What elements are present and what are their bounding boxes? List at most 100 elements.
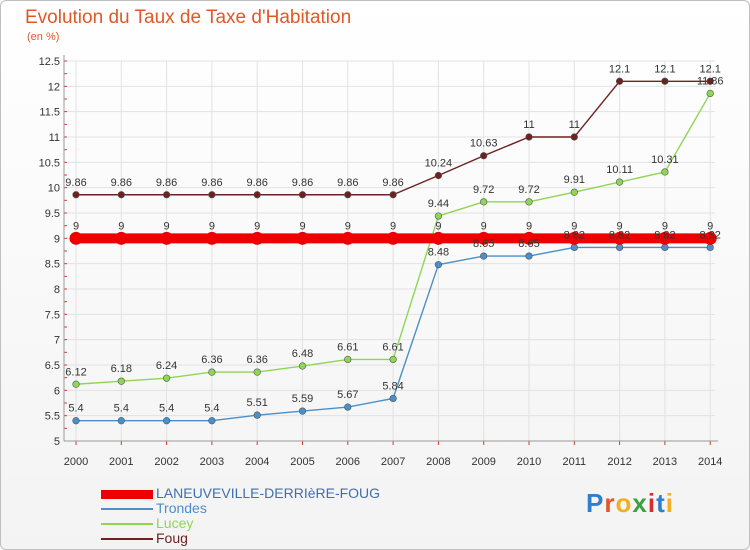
x-tick-label: 2004 bbox=[245, 456, 269, 468]
data-point-2 bbox=[208, 368, 216, 376]
data-point-0 bbox=[431, 231, 445, 245]
data-point-0 bbox=[250, 231, 264, 245]
data-point-2 bbox=[298, 362, 307, 370]
data-label-0: 9 bbox=[617, 220, 623, 232]
data-point-1 bbox=[344, 403, 352, 411]
data-label-2: 6.48 bbox=[292, 348, 313, 360]
y-tick-label: 5 bbox=[54, 436, 60, 448]
y-tick-label: 7 bbox=[54, 335, 60, 347]
data-label-1: 5.4 bbox=[68, 403, 83, 415]
data-point-3 bbox=[163, 191, 171, 199]
data-point-3 bbox=[117, 191, 125, 199]
data-point-0 bbox=[567, 231, 581, 245]
data-label-2: 6.36 bbox=[201, 354, 222, 366]
y-tick-label: 10.5 bbox=[39, 157, 60, 169]
data-label-0: 9 bbox=[299, 220, 305, 232]
data-point-1 bbox=[163, 417, 171, 425]
data-label-0: 9 bbox=[254, 220, 260, 232]
data-point-1 bbox=[525, 252, 533, 260]
data-point-2 bbox=[480, 198, 488, 206]
x-tick-label: 2005 bbox=[290, 456, 314, 468]
legend-label: Lucey bbox=[156, 515, 194, 531]
data-point-0 bbox=[205, 231, 219, 245]
data-point-0 bbox=[69, 231, 83, 245]
data-point-2 bbox=[389, 355, 397, 364]
data-label-3: 9.86 bbox=[156, 177, 177, 189]
data-point-3 bbox=[208, 191, 216, 199]
data-label-3: 9.86 bbox=[292, 177, 313, 189]
x-tick-label: 2001 bbox=[109, 456, 133, 468]
data-point-0 bbox=[114, 231, 128, 245]
data-label-2: 9.72 bbox=[473, 184, 494, 196]
data-point-1 bbox=[72, 417, 80, 425]
data-point-3 bbox=[298, 191, 307, 199]
proxiti-logo: Proxiti bbox=[586, 488, 674, 518]
data-label-3: 12.1 bbox=[654, 63, 675, 75]
data-label-0: 9 bbox=[118, 220, 124, 232]
x-tick-label: 2006 bbox=[336, 456, 360, 468]
data-label-1: 8.82 bbox=[654, 229, 675, 241]
data-label-3: 9.86 bbox=[111, 177, 132, 189]
data-label-2: 9.91 bbox=[564, 174, 585, 186]
data-point-2 bbox=[163, 374, 171, 382]
data-label-3: 10.63 bbox=[470, 138, 498, 150]
data-point-2 bbox=[661, 168, 669, 176]
data-label-3: 11 bbox=[569, 119, 580, 131]
data-label-1: 8.82 bbox=[699, 229, 720, 241]
data-point-3 bbox=[389, 191, 397, 199]
grid-layer bbox=[64, 60, 716, 442]
data-point-0 bbox=[703, 231, 717, 245]
data-point-3 bbox=[253, 191, 261, 199]
data-point-3 bbox=[570, 133, 578, 141]
y-axis-unit-label: (en %) bbox=[27, 31, 60, 43]
data-label-3: 9.86 bbox=[65, 177, 86, 189]
data-label-2: 6.61 bbox=[382, 341, 403, 353]
data-label-2: 9.72 bbox=[518, 184, 539, 196]
data-label-1: 5.4 bbox=[204, 403, 219, 415]
data-label-1: 5.51 bbox=[246, 397, 267, 409]
y-tick-label: 12 bbox=[48, 81, 60, 93]
axis-layer: 5 5.5 6 6.5 7 7.5 8 8.5 9 9.5 10 10.5 11 11.5 12 12.5 20… bbox=[39, 55, 722, 468]
data-point-3 bbox=[661, 77, 669, 85]
data-point-0 bbox=[658, 231, 672, 245]
series-layer bbox=[69, 77, 717, 425]
legend-label: LANEUVEVILLE-DERRIèRE-FOUG bbox=[156, 485, 381, 501]
data-label-2: 6.61 bbox=[337, 341, 358, 353]
y-tick-label: 8 bbox=[54, 284, 60, 296]
data-label-2: 6.18 bbox=[111, 363, 132, 375]
data-label-0: 9 bbox=[662, 220, 668, 232]
x-tick-label: 2007 bbox=[381, 456, 405, 468]
data-point-3 bbox=[434, 171, 443, 180]
legend-label: Foug bbox=[156, 530, 188, 546]
data-point-0 bbox=[613, 231, 627, 245]
data-label-1: 5.84 bbox=[382, 380, 403, 392]
data-label-1: 5.4 bbox=[159, 403, 174, 415]
data-label-0: 9 bbox=[73, 220, 79, 232]
data-label-2: 6.24 bbox=[156, 360, 177, 372]
data-label-3: 12.1 bbox=[609, 63, 630, 75]
x-tick-label: 2000 bbox=[64, 456, 88, 468]
y-tick-label: 5.5 bbox=[45, 411, 60, 423]
x-tick-label: 2013 bbox=[653, 456, 677, 468]
data-point-1 bbox=[480, 252, 488, 260]
data-label-0: 9 bbox=[707, 220, 713, 232]
data-point-1 bbox=[434, 261, 443, 269]
data-point-2 bbox=[706, 89, 714, 98]
data-point-2 bbox=[434, 212, 443, 220]
data-point-2 bbox=[253, 368, 261, 376]
data-label-3: 9.86 bbox=[201, 177, 222, 189]
data-label-1: 8.82 bbox=[609, 229, 630, 241]
data-point-0 bbox=[341, 231, 355, 245]
y-tick-label: 9 bbox=[54, 233, 60, 245]
data-point-2 bbox=[525, 198, 533, 206]
data-label-2: 6.36 bbox=[246, 354, 267, 366]
data-label-2: 6.12 bbox=[65, 366, 86, 378]
x-tick-label: 2014 bbox=[698, 456, 722, 468]
y-tick-label: 12.5 bbox=[39, 56, 60, 68]
data-point-3 bbox=[72, 191, 80, 199]
data-point-0 bbox=[386, 231, 400, 245]
data-point-1 bbox=[389, 394, 397, 403]
data-label-1: 8.65 bbox=[473, 238, 494, 250]
x-tick-label: 2008 bbox=[426, 456, 450, 468]
